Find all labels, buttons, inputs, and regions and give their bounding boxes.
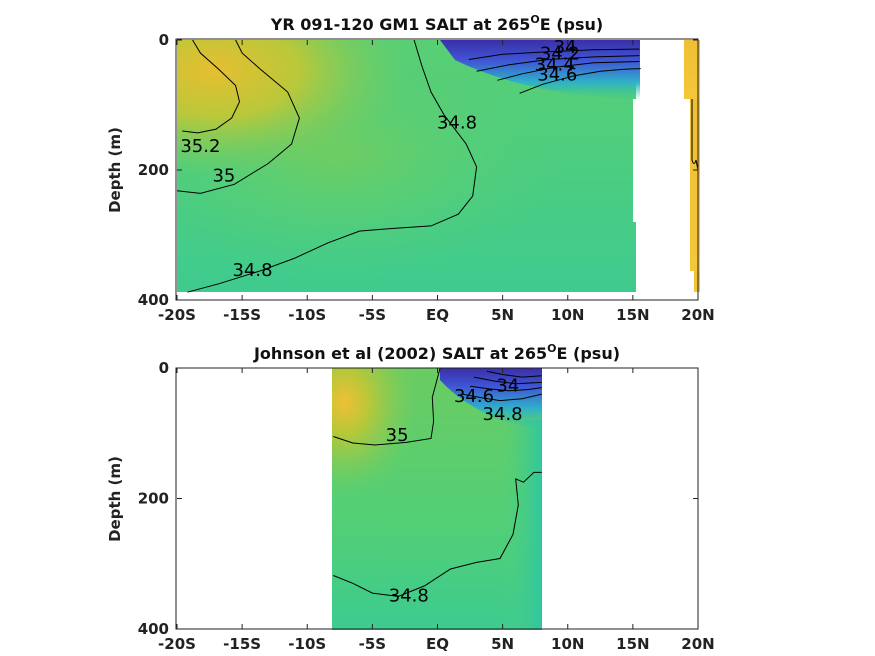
x-tick-label: 10N	[551, 635, 584, 653]
contour-line	[497, 61, 640, 81]
x-tick-label: 20N	[681, 635, 714, 653]
chart-title: YR 091-120 GM1 SALT at 265OE (psu)	[270, 13, 603, 34]
x-tick-label: 15N	[616, 635, 649, 653]
contour-label: 34.6	[537, 64, 577, 85]
contour-label: 34.2	[540, 44, 580, 65]
field-east-salty-bottom	[694, 271, 700, 292]
y-axis-label: Depth (m)	[106, 127, 124, 213]
y-axis: 0 200 400	[138, 31, 698, 309]
x-axis: -20S -15S -10S -5S EQ 5N 10N 15N 20N	[158, 40, 715, 324]
contour-line	[333, 471, 542, 597]
y-axis-label: Depth (m)	[106, 456, 124, 542]
x-tick-label: -15S	[223, 635, 261, 653]
x-tick-label: 5N	[491, 635, 514, 653]
contour-label: 34.8	[437, 112, 477, 133]
field-east-salty	[684, 40, 700, 99]
contour-label: 35.2	[180, 136, 220, 157]
x-tick-label: -5S	[359, 306, 386, 324]
x-tick-label: 15N	[616, 306, 649, 324]
y-tick-label: 200	[138, 161, 169, 179]
x-tick-label: 20N	[681, 306, 714, 324]
x-tick-label: -20S	[158, 306, 196, 324]
contour-line	[473, 376, 542, 385]
y-tick-label: 400	[138, 620, 169, 638]
y-tick-label: 0	[159, 359, 169, 377]
contour-lines	[333, 367, 542, 597]
contour-line	[182, 39, 241, 134]
contour-line	[468, 48, 640, 60]
contour-label: 34.6	[454, 386, 494, 407]
x-tick-label: -20S	[158, 635, 196, 653]
contour-label: 34.8	[232, 260, 272, 281]
x-tick-label: 5N	[491, 306, 514, 324]
contour-line	[176, 39, 300, 194]
contour-line	[333, 367, 441, 446]
contour-label: 34	[496, 376, 519, 397]
panel-model: YR 091-120 GM1 SALT at 265OE (psu) 35.23…	[106, 13, 715, 324]
contour-label: 35	[386, 425, 409, 446]
field-east-teal	[500, 420, 542, 630]
x-tick-label: 10N	[551, 306, 584, 324]
y-axis: 0 200 400	[138, 359, 698, 638]
x-tick-label: -5S	[359, 635, 386, 653]
contour-labels: 35.2 35 34.8 34.8 34.634.434.234	[180, 37, 580, 281]
contour-label: 34.4	[535, 55, 575, 76]
contour-line	[187, 39, 478, 293]
contour-label: 34.8	[483, 404, 523, 425]
panel-observations: Johnson et al (2002) SALT at 265OE (psu)…	[106, 342, 715, 653]
x-tick-label: -10S	[288, 635, 326, 653]
contour-line	[486, 370, 542, 378]
x-tick-label: -15S	[223, 306, 261, 324]
chart-title: Johnson et al (2002) SALT at 265OE (psu)	[253, 342, 620, 363]
contour-line	[470, 385, 542, 392]
contour-label: 34.8	[389, 586, 429, 607]
y-tick-label: 200	[138, 490, 169, 508]
x-tick-label: EQ	[426, 635, 449, 653]
east-contour	[691, 99, 699, 171]
contour-line	[519, 68, 641, 94]
contour-line	[462, 393, 542, 402]
salinity-field	[177, 40, 700, 292]
contour-line	[476, 55, 640, 72]
field-east-salty-deep	[690, 99, 700, 271]
x-tick-label: -10S	[288, 306, 326, 324]
x-tick-label: EQ	[426, 306, 449, 324]
y-tick-label: 0	[159, 31, 169, 49]
contour-label: 34	[554, 37, 577, 58]
y-tick-label: 400	[138, 291, 169, 309]
contour-label: 35	[212, 166, 235, 187]
x-axis: -20S -15S -10S -5S EQ 5N 10N 15N 20N	[158, 368, 715, 653]
contour-lines	[176, 39, 641, 293]
